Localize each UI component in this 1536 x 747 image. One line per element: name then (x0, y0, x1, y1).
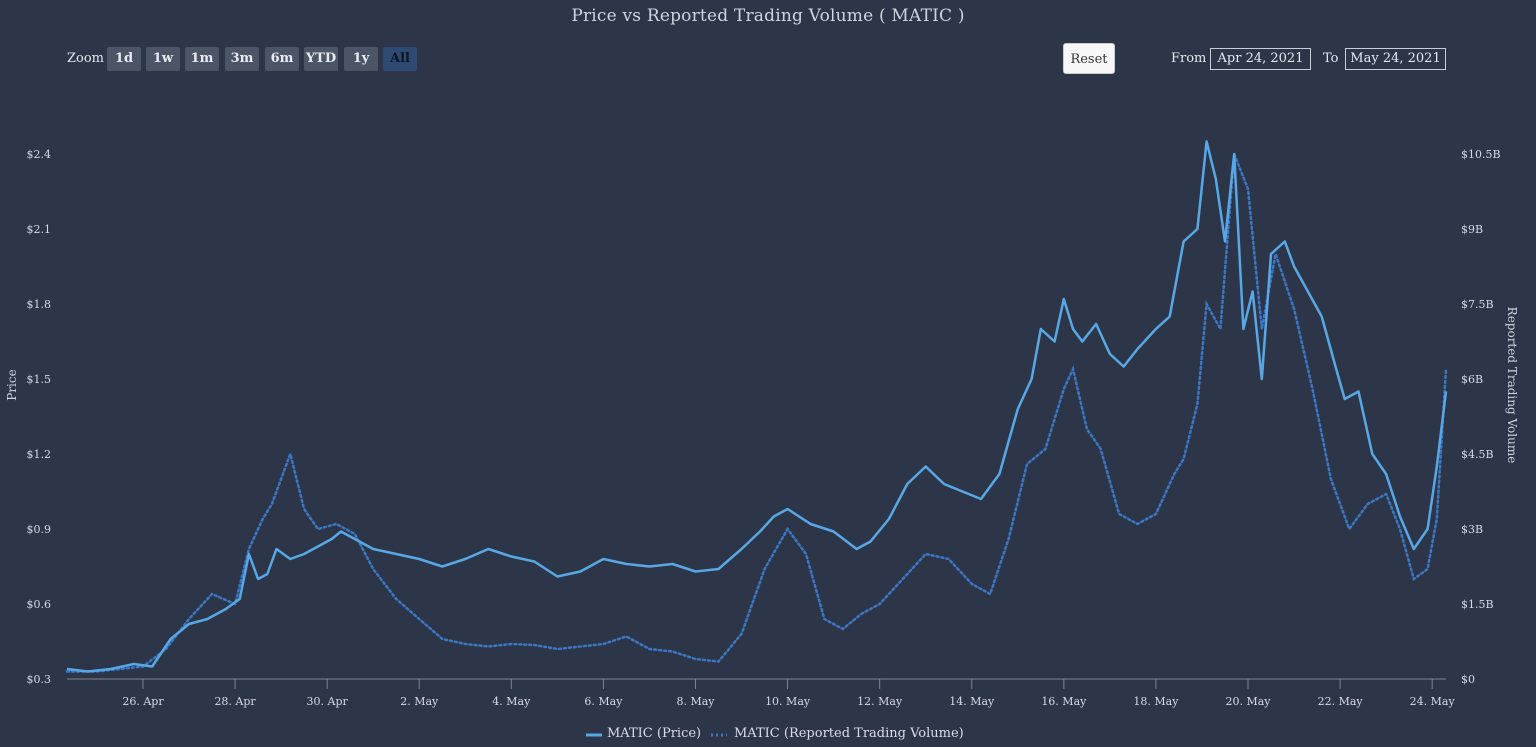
x-tick-label: 30. Apr (307, 695, 349, 708)
y-tick-label: $2.4 (27, 148, 52, 161)
to-date-input[interactable]: May 24, 2021 (1345, 48, 1446, 70)
x-tick-label: 18. May (1133, 695, 1179, 708)
x-tick-label: 4. May (492, 695, 531, 708)
y2-tick-label: $7.5B (1461, 298, 1494, 311)
right-axis-title: Reported Trading Volume (1505, 307, 1519, 464)
x-tick-label: 26. Apr (122, 695, 164, 708)
y2-tick-label: $6B (1461, 373, 1483, 386)
y-tick-label: $1.8 (27, 298, 52, 311)
y-tick-label: $0.6 (27, 598, 52, 611)
x-tick-label: 28. Apr (214, 695, 256, 708)
y-tick-label: $1.2 (27, 448, 52, 461)
y2-tick-label: $9B (1461, 223, 1483, 236)
y2-tick-label: $4.5B (1461, 448, 1494, 461)
x-tick-label: 8. May (676, 695, 715, 708)
right-y-axis: $0 $1.5B $3B $4.5B $6B $7.5B $9B $10.5B (1461, 148, 1501, 686)
x-tick-label: 14. May (949, 695, 995, 708)
y-tick-label: $0.3 (27, 673, 52, 686)
price-series-line[interactable] (66, 140, 1448, 673)
y2-tick-label: $0 (1461, 673, 1475, 686)
volume-series-line[interactable] (65, 153, 1448, 673)
x-tick-label: 24. May (1410, 695, 1456, 708)
x-tick-label: 10. May (765, 695, 811, 708)
zoom-3m-button[interactable]: 3m (225, 47, 259, 71)
zoom-all-button[interactable]: All (383, 47, 417, 71)
legend-item-volume[interactable]: MATIC (Reported Trading Volume) (734, 726, 964, 741)
y-tick-label: $0.9 (27, 523, 52, 536)
to-label: To (1323, 51, 1339, 66)
chart-title: Price vs Reported Trading Volume ( MATIC… (571, 6, 965, 26)
zoom-label: Zoom (67, 51, 105, 66)
left-y-axis: $0.3 $0.6 $0.9 $1.2 $1.5 $1.8 $2.1 $2.4 (27, 148, 52, 686)
x-tick-label: 6. May (584, 695, 623, 708)
y2-tick-label: $10.5B (1461, 148, 1501, 161)
from-date-input[interactable]: Apr 24, 2021 (1210, 48, 1311, 70)
zoom-6m-button[interactable]: 6m (265, 47, 299, 71)
y-tick-label: $2.1 (27, 223, 52, 236)
y-tick-label: $1.5 (27, 373, 52, 386)
x-tick-label: 22. May (1318, 695, 1364, 708)
from-label: From (1171, 51, 1207, 66)
zoom-1y-button[interactable]: 1y (344, 47, 378, 71)
x-tick-label: 2. May (400, 695, 439, 708)
x-axis-ticks: 26. Apr 28. Apr 30. Apr 2. May 4. May 6. May 8… (122, 679, 1455, 708)
legend-item-price[interactable]: MATIC (Price) (607, 726, 702, 741)
x-tick-label: 20. May (1225, 695, 1271, 708)
left-axis-title: Price (5, 369, 19, 400)
zoom-1m-button[interactable]: 1m (185, 47, 219, 71)
x-tick-label: 12. May (857, 695, 903, 708)
zoom-1w-button[interactable]: 1w (146, 47, 180, 71)
zoom-1d-button[interactable]: 1d (107, 47, 141, 71)
zoom-ytd-button[interactable]: YTD (304, 47, 338, 71)
x-tick-label: 16. May (1041, 695, 1087, 708)
y2-tick-label: $1.5B (1461, 598, 1494, 611)
reset-button[interactable]: Reset (1063, 43, 1115, 74)
y2-tick-label: $3B (1461, 523, 1483, 536)
